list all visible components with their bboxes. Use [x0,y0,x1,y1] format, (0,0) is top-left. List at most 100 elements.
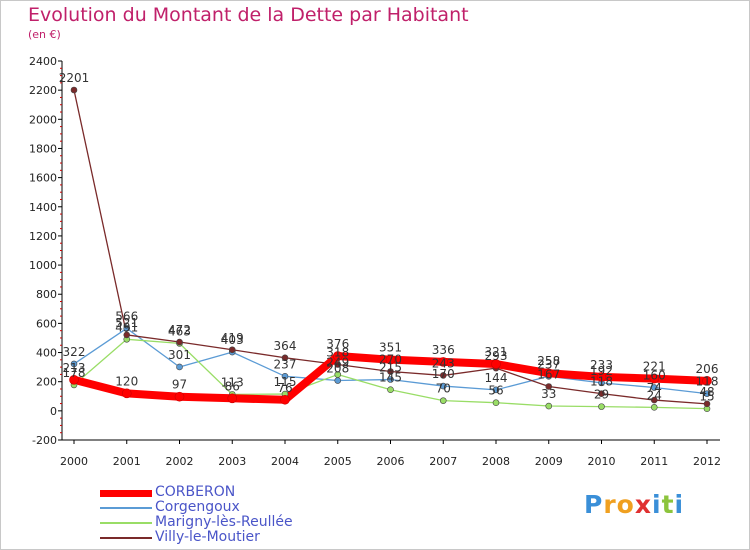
data-point [387,376,394,383]
data-point [69,374,79,385]
x-tick-label: 2001 [113,455,141,468]
y-tick-label: 1800 [29,142,57,155]
data-label: 243 [432,356,455,370]
legend-item: Villy-le-Moutier [100,529,360,545]
legend-label: Marigny-lès-Reullée [155,514,293,530]
logo-letter: x [634,490,652,519]
data-label: 237 [537,357,560,371]
y-tick-label: -200 [32,434,57,447]
data-label: 2201 [59,71,90,85]
data-label: 118 [696,375,719,389]
data-point [70,86,78,94]
data-label: 364 [274,339,297,353]
x-tick-label: 2010 [588,455,616,468]
y-tick-label: 200 [36,376,57,389]
data-label: 376 [326,337,349,351]
legend-item: Marigny-lès-Reullée [100,514,360,530]
data-label: 521 [115,316,138,330]
data-label: 113 [221,375,244,389]
logo-letter: i [652,490,662,519]
x-tick-label: 2009 [535,455,563,468]
x-tick-label: 2008 [482,455,510,468]
data-point [334,371,342,378]
data-label: 24 [647,388,662,402]
data-label: 144 [485,371,508,385]
y-tick-label: 2200 [29,84,57,97]
data-label: 322 [63,345,86,359]
data-point [70,360,78,368]
data-point [121,388,132,399]
data-label: 160 [643,369,666,383]
data-point [545,383,553,390]
legend-swatch [100,507,152,509]
data-label: 206 [696,362,719,376]
data-label: 167 [537,368,560,382]
data-point [281,354,289,362]
data-point [387,368,394,375]
data-point [334,361,342,368]
data-point [492,399,500,406]
data-point [281,372,289,380]
data-label: 321 [485,345,508,359]
legend-swatch [100,537,152,539]
y-tick-label: 400 [36,347,57,360]
data-point [703,400,711,408]
data-label: 472 [168,323,191,337]
data-label: 74 [647,381,662,395]
x-tick-label: 2004 [271,455,299,468]
data-label: 170 [432,367,455,381]
x-tick-label: 2011 [640,455,668,468]
legend-item: Corgengoux [100,499,360,515]
data-point [334,377,342,384]
data-label: 70 [436,382,451,396]
data-point [439,397,447,404]
data-label: 336 [432,343,455,357]
data-point [543,368,554,379]
data-point [649,373,660,384]
data-point [703,390,711,397]
data-label: 29 [594,388,609,402]
data-label: 351 [379,341,402,355]
data-label: 233 [590,358,613,372]
data-label: 293 [485,349,508,363]
data-point [123,325,131,332]
legend: CORBERON Corgengoux Marigny-lès-Reullée Vil… [100,484,360,545]
y-tick-label: 2000 [29,113,57,126]
data-label: 56 [488,384,503,398]
data-point [280,394,290,405]
data-point [650,404,658,411]
data-point [492,386,500,394]
data-point [545,402,553,410]
series-points [69,86,712,412]
data-point [123,331,131,339]
legend-label: Villy-le-Moutier [155,529,260,545]
y-tick-label: 2400 [29,55,57,68]
logo-letter: i [674,490,685,519]
data-label: 86 [225,379,240,393]
data-point [332,351,343,361]
data-label: 192 [590,364,613,378]
data-point [227,393,238,404]
y-tick-label: 600 [36,317,57,330]
logo-letter: o [616,490,635,519]
data-label: 419 [221,331,244,345]
logo-letter: P [584,490,604,519]
chart-subtitle: (en €) [28,28,61,41]
x-tick-label: 2000 [60,455,88,468]
proxiti-logo: Proxiti [584,490,684,519]
y-tick-label: 1400 [29,201,57,214]
data-label: 208 [326,362,349,376]
x-tick-label: 2006 [377,455,405,468]
data-point [598,390,605,397]
data-label: 270 [379,352,402,366]
data-point [491,359,501,369]
data-label: 97 [172,378,187,392]
legend-swatch [100,489,152,497]
data-point [176,338,183,346]
data-label: 566 [115,309,138,323]
y-tick-label: 1200 [29,230,57,243]
logo-letter: r [603,490,617,519]
data-label: 249 [326,356,349,370]
